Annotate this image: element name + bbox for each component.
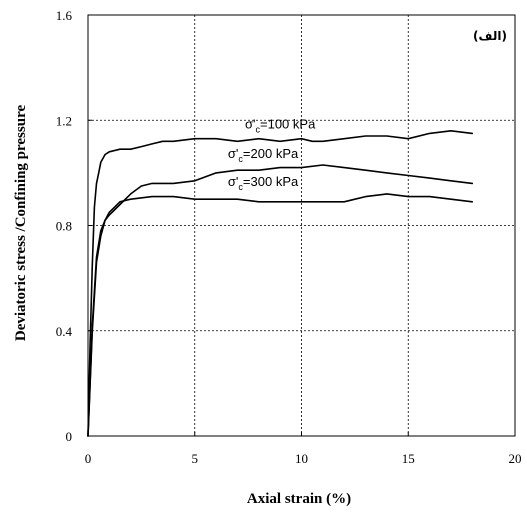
axis-ticks: 0 5 10 15 20 0 0.4 0.8 1.2 1.6 — [56, 8, 522, 466]
y-tick-label: 1.2 — [56, 113, 72, 128]
series-line-1 — [87, 130, 474, 437]
panel-label: (الف) — [473, 29, 507, 43]
series-annotation-1: σ'c=100 kPa — [245, 116, 316, 134]
x-tick-label: 10 — [295, 451, 308, 466]
x-tick-label: 5 — [192, 451, 199, 466]
y-tick-label: 0.4 — [56, 324, 73, 339]
y-tick-label: 0.8 — [56, 219, 72, 234]
series-annotation-2: σ'c=200 kPa — [228, 146, 299, 164]
series-annotations: σ'c=100 kPa σ'c=200 kPa σ'c=300 kPa — [228, 116, 316, 192]
x-tick-label: 20 — [509, 451, 522, 466]
series-group — [87, 130, 474, 437]
series-annotation-3: σ'c=300 kPa — [228, 174, 299, 192]
y-axis-title: Deviatoric stress /Confining pressure — [13, 105, 29, 342]
y-tick-label: 1.6 — [56, 8, 73, 23]
x-axis-title: Axial strain (%) — [247, 491, 351, 507]
x-tick-label: 15 — [402, 451, 415, 466]
grid — [88, 15, 515, 436]
y-tick-label: 0 — [66, 429, 73, 444]
series-line-3 — [87, 193, 474, 437]
series-line-2 — [87, 164, 474, 437]
x-tick-label: 0 — [85, 451, 92, 466]
